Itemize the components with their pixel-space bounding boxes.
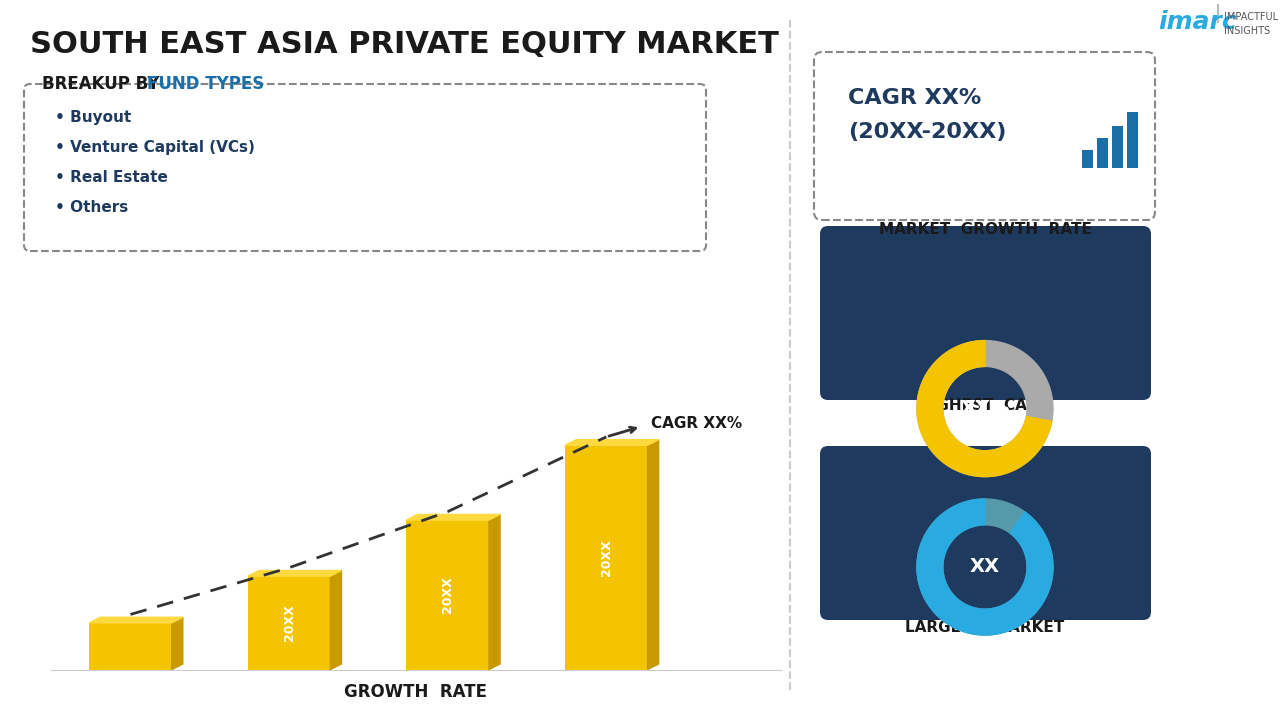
Polygon shape (648, 440, 659, 670)
Bar (248, 576, 330, 670)
FancyBboxPatch shape (1082, 150, 1093, 168)
Text: HIGHEST  CAGR: HIGHEST CAGR (919, 398, 1052, 413)
Text: FUND TYPES: FUND TYPES (147, 75, 264, 93)
X-axis label: GROWTH  RATE: GROWTH RATE (344, 683, 488, 701)
Polygon shape (489, 514, 500, 670)
Text: 20XX: 20XX (600, 539, 613, 576)
Text: 20XX: 20XX (283, 605, 296, 642)
Polygon shape (916, 341, 1052, 477)
Bar (407, 520, 489, 670)
Text: • Others: • Others (55, 200, 128, 215)
Polygon shape (916, 499, 1053, 635)
Polygon shape (916, 499, 1053, 635)
FancyBboxPatch shape (1097, 138, 1108, 168)
FancyBboxPatch shape (814, 52, 1155, 220)
Text: • Buyout: • Buyout (55, 110, 132, 125)
Polygon shape (248, 570, 342, 576)
FancyBboxPatch shape (820, 446, 1151, 620)
Polygon shape (564, 440, 659, 445)
Text: SOUTH EAST ASIA PRIVATE EQUITY MARKET: SOUTH EAST ASIA PRIVATE EQUITY MARKET (29, 30, 778, 59)
Text: CAGR XX%: CAGR XX% (849, 88, 982, 108)
FancyBboxPatch shape (820, 226, 1151, 400)
Text: XX: XX (970, 557, 1000, 577)
Text: (20XX-20XX): (20XX-20XX) (849, 122, 1006, 142)
Bar (564, 445, 648, 670)
Text: 20XX: 20XX (442, 577, 454, 613)
Polygon shape (916, 341, 1053, 477)
Polygon shape (330, 570, 342, 670)
FancyBboxPatch shape (1126, 112, 1138, 168)
Polygon shape (407, 514, 500, 520)
Text: CAGR XX%: CAGR XX% (650, 416, 742, 431)
Text: XX%: XX% (960, 399, 1010, 418)
FancyBboxPatch shape (1112, 126, 1123, 168)
Text: LARGEST  MARKET: LARGEST MARKET (905, 620, 1065, 635)
Text: MARKET  GROWTH  RATE: MARKET GROWTH RATE (878, 222, 1092, 237)
Polygon shape (90, 617, 183, 623)
Text: • Real Estate: • Real Estate (55, 170, 168, 185)
Bar (90, 623, 172, 670)
Text: imarc: imarc (1158, 10, 1236, 34)
Polygon shape (172, 617, 183, 670)
Text: IMPACTFUL
INSIGHTS: IMPACTFUL INSIGHTS (1224, 12, 1279, 36)
FancyBboxPatch shape (24, 84, 707, 251)
Text: • Venture Capital (VCs): • Venture Capital (VCs) (55, 140, 255, 155)
Text: BREAKUP BY: BREAKUP BY (42, 75, 165, 93)
